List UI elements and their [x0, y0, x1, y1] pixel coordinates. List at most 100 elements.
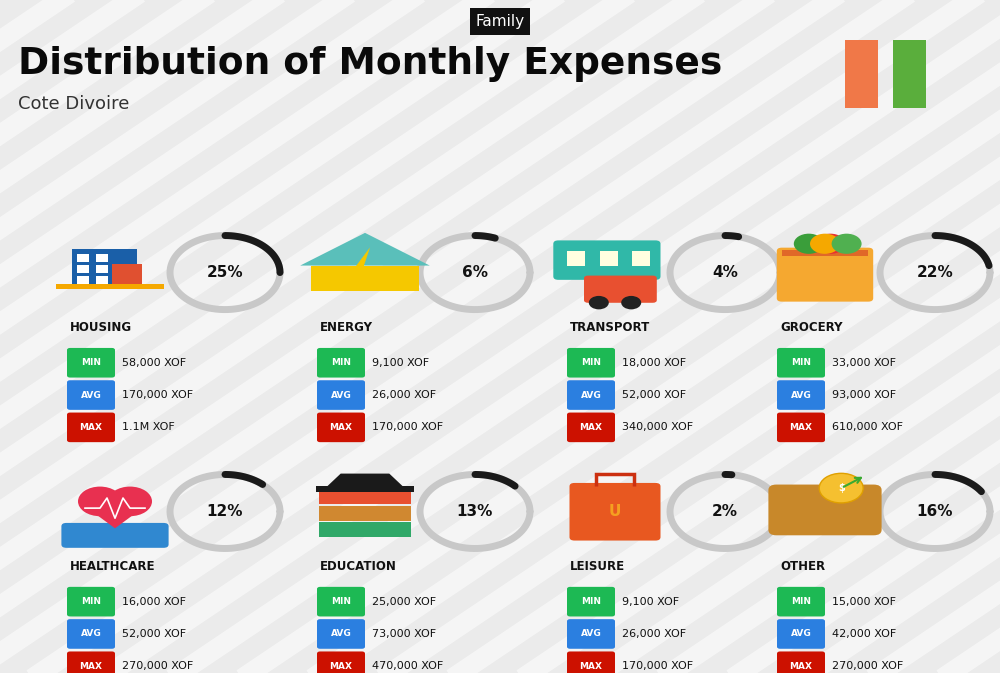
FancyBboxPatch shape	[567, 587, 615, 616]
Text: HEALTHCARE: HEALTHCARE	[70, 560, 156, 573]
Text: 15,000 XOF: 15,000 XOF	[832, 597, 896, 606]
Text: 12%: 12%	[207, 504, 243, 519]
FancyBboxPatch shape	[67, 348, 115, 378]
Text: AVG: AVG	[791, 390, 811, 400]
Text: 170,000 XOF: 170,000 XOF	[622, 662, 693, 671]
Text: 52,000 XOF: 52,000 XOF	[622, 390, 686, 400]
Text: AVG: AVG	[331, 390, 351, 400]
Text: 25,000 XOF: 25,000 XOF	[372, 597, 436, 606]
FancyBboxPatch shape	[319, 489, 411, 505]
FancyBboxPatch shape	[567, 651, 615, 673]
Text: 33,000 XOF: 33,000 XOF	[832, 358, 896, 367]
FancyBboxPatch shape	[317, 348, 365, 378]
FancyBboxPatch shape	[316, 487, 414, 492]
FancyBboxPatch shape	[777, 380, 825, 410]
Text: 270,000 XOF: 270,000 XOF	[832, 662, 903, 671]
Text: AVG: AVG	[581, 629, 601, 639]
Text: MIN: MIN	[791, 597, 811, 606]
FancyBboxPatch shape	[317, 413, 365, 442]
Text: MAX: MAX	[580, 662, 602, 671]
Polygon shape	[311, 266, 419, 291]
Text: 6%: 6%	[462, 265, 488, 280]
Text: MAX: MAX	[790, 423, 812, 432]
Text: ENERGY: ENERGY	[320, 321, 373, 334]
Circle shape	[832, 234, 862, 254]
Circle shape	[819, 473, 863, 503]
FancyBboxPatch shape	[567, 619, 615, 649]
Text: EDUCATION: EDUCATION	[320, 560, 397, 573]
Text: 1.1M XOF: 1.1M XOF	[122, 423, 175, 432]
Text: 25%: 25%	[207, 265, 243, 280]
FancyBboxPatch shape	[112, 264, 142, 289]
FancyBboxPatch shape	[317, 651, 365, 673]
FancyBboxPatch shape	[317, 587, 365, 616]
Text: 4%: 4%	[712, 265, 738, 280]
FancyBboxPatch shape	[67, 413, 115, 442]
Polygon shape	[327, 474, 403, 487]
Text: MIN: MIN	[331, 597, 351, 606]
Text: MIN: MIN	[331, 358, 351, 367]
Text: 26,000 XOF: 26,000 XOF	[622, 629, 686, 639]
FancyBboxPatch shape	[777, 348, 825, 378]
Text: 26,000 XOF: 26,000 XOF	[372, 390, 436, 400]
FancyBboxPatch shape	[570, 483, 660, 540]
Text: 22%: 22%	[917, 265, 953, 280]
Text: MAX: MAX	[330, 662, 352, 671]
Text: 9,100 XOF: 9,100 XOF	[622, 597, 679, 606]
FancyBboxPatch shape	[96, 276, 108, 284]
FancyBboxPatch shape	[845, 40, 878, 108]
Polygon shape	[300, 233, 430, 266]
FancyBboxPatch shape	[317, 380, 365, 410]
FancyBboxPatch shape	[67, 587, 115, 616]
FancyBboxPatch shape	[67, 380, 115, 410]
FancyBboxPatch shape	[632, 251, 650, 266]
FancyBboxPatch shape	[77, 276, 89, 284]
Text: AVG: AVG	[331, 629, 351, 639]
Polygon shape	[355, 248, 377, 287]
FancyBboxPatch shape	[77, 254, 89, 262]
FancyBboxPatch shape	[782, 250, 868, 256]
FancyBboxPatch shape	[72, 249, 137, 289]
Text: 270,000 XOF: 270,000 XOF	[122, 662, 193, 671]
Text: TRANSPORT: TRANSPORT	[570, 321, 650, 334]
Text: 18,000 XOF: 18,000 XOF	[622, 358, 686, 367]
Text: U: U	[609, 504, 621, 520]
Text: 13%: 13%	[457, 504, 493, 519]
Text: 58,000 XOF: 58,000 XOF	[122, 358, 186, 367]
Circle shape	[589, 296, 609, 310]
Text: AVG: AVG	[81, 629, 101, 639]
Polygon shape	[83, 505, 147, 528]
Text: 470,000 XOF: 470,000 XOF	[372, 662, 443, 671]
Text: MIN: MIN	[581, 597, 601, 606]
Circle shape	[78, 487, 122, 516]
Circle shape	[815, 234, 845, 254]
FancyBboxPatch shape	[96, 265, 108, 273]
FancyBboxPatch shape	[893, 40, 926, 108]
Text: $: $	[838, 483, 845, 493]
FancyBboxPatch shape	[567, 348, 615, 378]
Text: 52,000 XOF: 52,000 XOF	[122, 629, 186, 639]
Text: MIN: MIN	[81, 358, 101, 367]
Text: 9,100 XOF: 9,100 XOF	[372, 358, 429, 367]
Text: MAX: MAX	[80, 423, 103, 432]
FancyBboxPatch shape	[553, 240, 660, 280]
FancyBboxPatch shape	[777, 587, 825, 616]
FancyBboxPatch shape	[777, 248, 873, 302]
FancyBboxPatch shape	[777, 413, 825, 442]
FancyBboxPatch shape	[567, 251, 585, 266]
Circle shape	[810, 234, 840, 254]
Text: 170,000 XOF: 170,000 XOF	[372, 423, 443, 432]
Text: LEISURE: LEISURE	[570, 560, 625, 573]
Text: 42,000 XOF: 42,000 XOF	[832, 629, 896, 639]
Text: Distribution of Monthly Expenses: Distribution of Monthly Expenses	[18, 46, 722, 82]
Text: Cote Divoire: Cote Divoire	[18, 96, 129, 113]
FancyBboxPatch shape	[317, 619, 365, 649]
FancyBboxPatch shape	[777, 651, 825, 673]
FancyBboxPatch shape	[777, 619, 825, 649]
FancyBboxPatch shape	[567, 413, 615, 442]
Text: MIN: MIN	[581, 358, 601, 367]
FancyBboxPatch shape	[56, 284, 164, 289]
FancyBboxPatch shape	[77, 265, 89, 273]
Text: Family: Family	[475, 14, 525, 29]
Text: AVG: AVG	[581, 390, 601, 400]
